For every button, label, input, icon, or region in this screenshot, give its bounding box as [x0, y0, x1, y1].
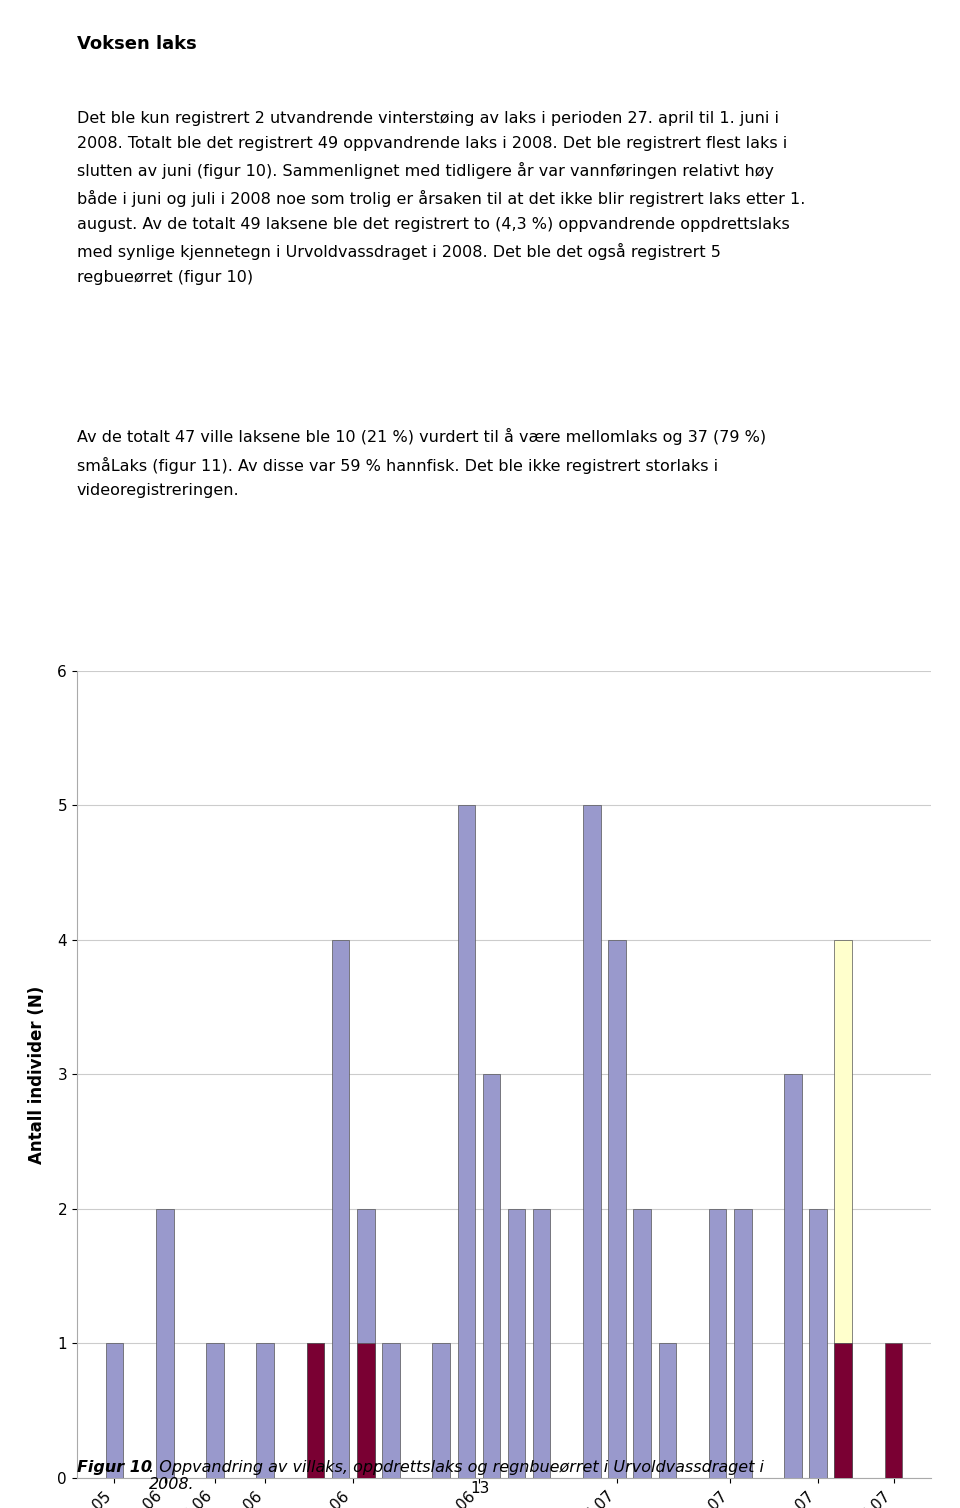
Bar	[432, 1344, 450, 1478]
Text: Voksen laks: Voksen laks	[77, 35, 197, 53]
Bar	[634, 1209, 651, 1478]
Bar	[332, 939, 349, 1478]
Bar	[784, 1074, 802, 1478]
Bar	[483, 1074, 500, 1478]
Bar	[508, 1209, 525, 1478]
Text: 13: 13	[470, 1481, 490, 1496]
Bar	[256, 1344, 274, 1478]
Bar	[533, 1209, 550, 1478]
Bar	[357, 1344, 374, 1478]
Bar	[734, 1209, 752, 1478]
Bar	[106, 1344, 123, 1478]
Bar	[307, 1344, 324, 1478]
Bar	[659, 1344, 676, 1478]
Bar	[206, 1344, 224, 1478]
Text: Av de totalt 47 ville laksene ble 10 (21 %) vurdert til å være mellomlaks og 37 : Av de totalt 47 ville laksene ble 10 (21…	[77, 428, 766, 498]
Text: Figur 10: Figur 10	[77, 1460, 152, 1475]
Bar	[357, 1209, 374, 1478]
Bar	[609, 939, 626, 1478]
Bar	[834, 1344, 852, 1478]
Text: Det ble kun registrert 2 utvandrende vinterstøing av laks i perioden 27. april t: Det ble kun registrert 2 utvandrende vin…	[77, 112, 805, 285]
Bar	[708, 1209, 727, 1478]
Bar	[382, 1344, 399, 1478]
Bar	[809, 1209, 827, 1478]
Text: . Oppvandring av villaks, oppdrettslaks og regnbueørret i Urvoldvassdraget i
200: . Oppvandring av villaks, oppdrettslaks …	[149, 1460, 764, 1491]
Bar	[834, 939, 852, 1478]
Y-axis label: Antall individer (N): Antall individer (N)	[28, 985, 46, 1164]
Bar	[458, 805, 475, 1478]
Bar	[885, 1344, 902, 1478]
Bar	[834, 1344, 852, 1478]
Bar	[583, 805, 601, 1478]
Bar	[156, 1209, 174, 1478]
Bar	[307, 1344, 324, 1478]
